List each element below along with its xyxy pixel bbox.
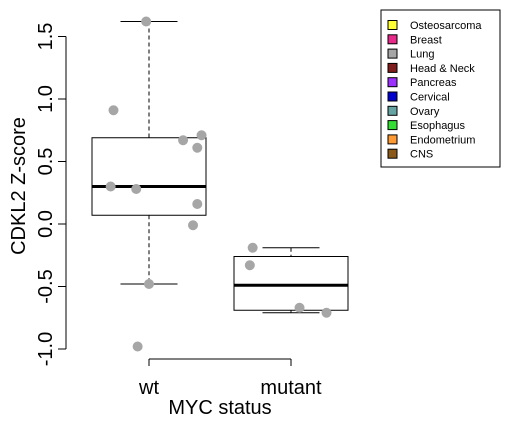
data-point-wt xyxy=(144,279,154,289)
y-tick-label: -1.0 xyxy=(35,332,57,366)
legend-label: Breast xyxy=(410,34,442,46)
boxes-layer xyxy=(92,22,348,313)
legend-label: Osteosarcoma xyxy=(410,20,482,32)
x-tick-label-wt: wt xyxy=(138,377,159,399)
legend-label: Head & Neck xyxy=(410,63,475,75)
data-point-wt xyxy=(131,184,141,194)
legend-swatch xyxy=(388,121,397,130)
data-point-wt xyxy=(192,143,202,153)
data-point-wt xyxy=(109,105,119,115)
x-axis-label: MYC status xyxy=(168,397,271,419)
data-point-wt xyxy=(192,199,202,209)
data-point-mutant xyxy=(245,260,255,270)
legend-label: Ovary xyxy=(410,106,440,118)
data-point-mutant xyxy=(322,308,332,318)
y-tick-label: -0.5 xyxy=(35,269,57,303)
data-point-wt xyxy=(106,182,116,192)
data-point-wt xyxy=(188,220,198,230)
legend-swatch xyxy=(388,135,397,144)
legend-label: Lung xyxy=(410,49,434,61)
legend-swatch xyxy=(388,78,397,87)
legend-swatch xyxy=(388,92,397,101)
legend-label: CNS xyxy=(410,149,433,161)
y-tick-label: 0.0 xyxy=(35,210,57,238)
x-tick-label-mutant: mutant xyxy=(260,377,322,399)
x-axis: wt mutant xyxy=(138,359,322,399)
legend-swatch xyxy=(388,21,397,30)
y-tick-label: 1.0 xyxy=(35,85,57,113)
legend-swatch xyxy=(388,35,397,44)
legend-swatch xyxy=(388,63,397,72)
legend: Osteosarcoma Breast Lung Head & Neck Pancrea… xyxy=(381,10,500,167)
data-point-wt xyxy=(197,130,207,140)
legend-label: Endometrium xyxy=(410,134,475,146)
legend-label: Esophagus xyxy=(410,120,466,132)
box-wt xyxy=(92,138,206,216)
legend-swatch xyxy=(388,149,397,158)
y-axis: -1.0 -0.5 0.0 0.5 1.0 1.5 xyxy=(35,23,66,367)
legend-label: Cervical xyxy=(410,92,450,104)
data-point-wt xyxy=(141,17,151,27)
data-point-wt xyxy=(133,342,143,352)
legend-swatch xyxy=(388,106,397,115)
legend-label: Pancreas xyxy=(410,77,457,89)
data-point-mutant xyxy=(295,303,305,313)
data-point-mutant xyxy=(248,243,258,253)
data-point-wt xyxy=(178,135,188,145)
y-tick-label: 0.5 xyxy=(35,148,57,176)
y-tick-label: 1.5 xyxy=(35,23,57,51)
legend-swatch xyxy=(388,49,397,58)
y-axis-label: CDKL2 Z-score xyxy=(8,117,30,255)
